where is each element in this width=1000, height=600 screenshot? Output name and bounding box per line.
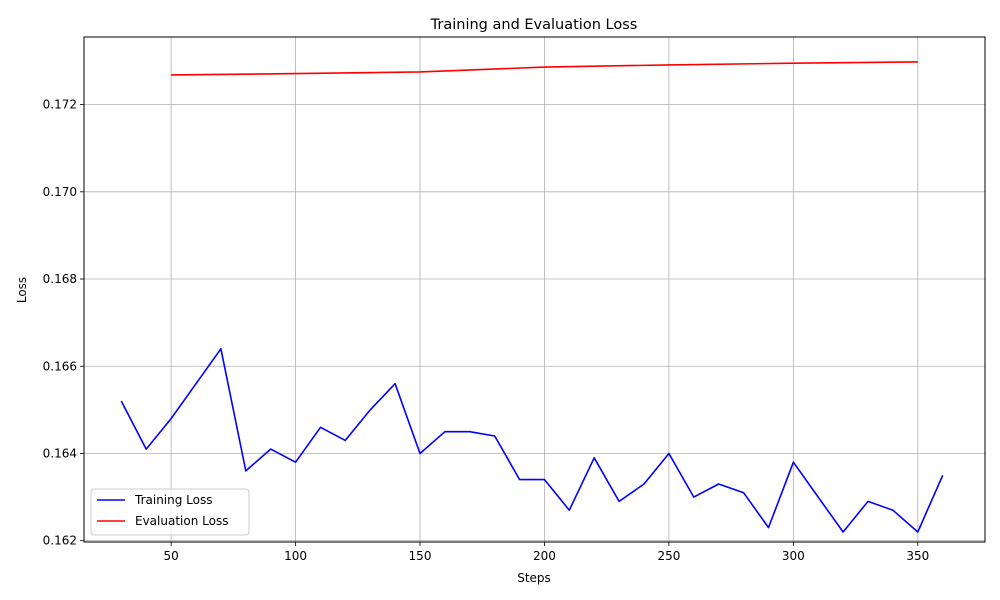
y-tick-label: 0.166 <box>43 359 77 373</box>
chart-title: Training and Evaluation Loss <box>430 17 638 33</box>
series-line-evaluation-loss <box>171 61 918 76</box>
y-axis-ticks: 0.162 0.164 0.166 0.168 0.170 0.172 <box>43 98 84 548</box>
x-axis-label: Steps <box>517 571 551 585</box>
y-axis-label: Loss <box>15 277 29 303</box>
series-line-training-loss <box>120 347 944 533</box>
x-tick-label: 100 <box>284 549 307 563</box>
series-lines <box>120 61 944 533</box>
legend-box <box>90 488 250 536</box>
legend-label-evaluation: Evaluation Loss <box>135 514 228 528</box>
x-tick-label: 150 <box>409 549 432 563</box>
y-tick-label: 0.168 <box>43 272 77 286</box>
x-tick-label: 200 <box>533 549 556 563</box>
legend-label-training: Training Loss <box>134 493 212 507</box>
x-tick-label: 300 <box>782 549 805 563</box>
y-tick-label: 0.162 <box>43 534 77 548</box>
grid <box>84 37 985 542</box>
x-axis-ticks: 50 100 150 200 250 300 350 <box>163 542 929 563</box>
y-tick-label: 0.172 <box>43 98 77 112</box>
x-tick-label: 250 <box>657 549 680 563</box>
y-tick-label: 0.164 <box>43 446 77 460</box>
legend: Training Loss Evaluation Loss <box>90 488 250 536</box>
x-tick-label: 50 <box>163 549 178 563</box>
plot-frame <box>83 36 986 543</box>
x-tick-label: 350 <box>906 549 929 563</box>
y-tick-label: 0.170 <box>43 185 77 199</box>
